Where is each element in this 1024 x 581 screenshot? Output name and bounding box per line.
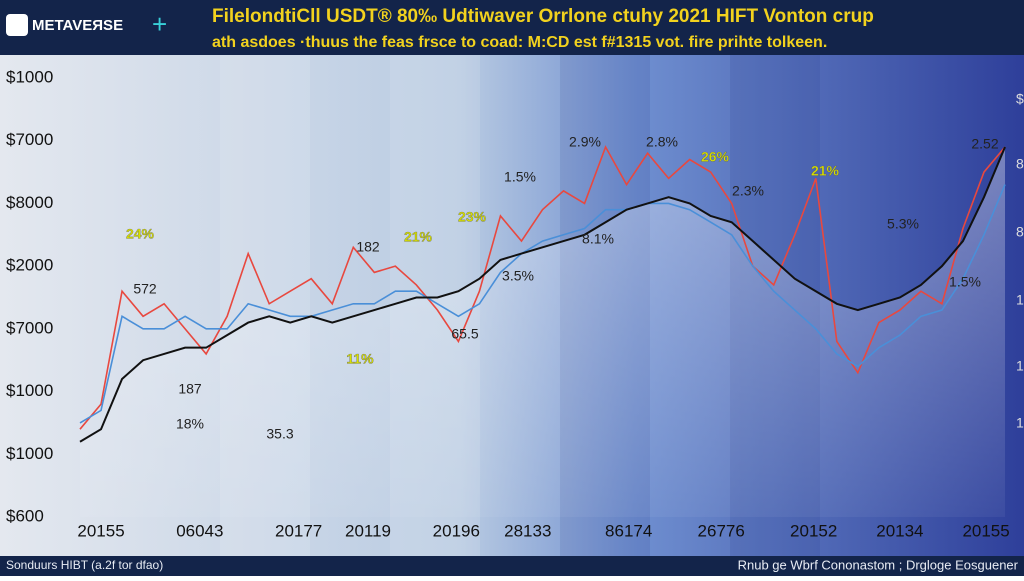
x-tick-label: 20152 <box>790 521 837 540</box>
logo-icon <box>6 14 28 36</box>
annotation: 65.5 <box>451 326 478 342</box>
annotation: 2.52 <box>971 136 998 152</box>
annotation: 5.3% <box>887 216 919 232</box>
y-tick-label: $2000 <box>6 256 53 275</box>
y-tick-label: $1000 <box>6 67 53 86</box>
annotation: 24% <box>126 226 155 242</box>
x-tick-label: 86174 <box>605 521 652 540</box>
annotation: 3.5% <box>502 268 534 284</box>
header-bar <box>0 0 1024 55</box>
x-tick-label: 20177 <box>275 521 322 540</box>
y-tick-label: $1000 <box>6 444 53 463</box>
x-tick-label: 20155 <box>77 521 124 540</box>
y-tick-label: $7000 <box>6 130 53 149</box>
annotation: 1.5% <box>504 169 536 185</box>
y-tick-label: $1000 <box>6 381 53 400</box>
annotation: 2.9% <box>569 134 601 150</box>
annotation: 8.1% <box>582 231 614 247</box>
x-tick-label: 20196 <box>433 521 480 540</box>
logo-plus: + <box>152 9 167 39</box>
annotation: 11% <box>346 351 374 367</box>
right-label: 1 <box>1016 358 1024 374</box>
x-tick-label: 20155 <box>962 521 1009 540</box>
series-line <box>79 184 1006 424</box>
annotation: 1.5% <box>949 274 981 290</box>
annotation: 35.3 <box>266 426 293 442</box>
annotation: 23% <box>458 209 487 225</box>
title: FilelondtiCll USDT® 80‰ Udtiwaver Orrlon… <box>212 6 874 27</box>
footer-right: Rnub ge Wbrf Cononastom ; Drgloge Eosgue… <box>738 557 1019 572</box>
annotation: 18% <box>176 416 204 432</box>
right-label: 8 <box>1016 224 1024 240</box>
annotation: 26% <box>701 149 730 165</box>
y-tick-label: $600 <box>6 506 44 525</box>
x-tick-label: 06043 <box>176 521 223 540</box>
x-tick-label: 20119 <box>345 521 391 540</box>
annotation: 572 <box>133 281 157 297</box>
area <box>80 146 1005 517</box>
footer-bar <box>0 556 1024 576</box>
annotation: 187 <box>178 381 202 397</box>
right-label: 8 <box>1016 156 1024 172</box>
annotation: 2.8% <box>646 134 678 150</box>
y-tick-label: $8000 <box>6 193 53 212</box>
annotation: 21% <box>811 163 840 179</box>
series-line <box>79 146 1006 443</box>
annotation: 21% <box>404 229 433 245</box>
subtitle: ath asdoes ·thuus the feas frsce to coad… <box>212 34 827 51</box>
logo: METAVEЯSE <box>32 17 123 34</box>
right-label: 1 <box>1016 415 1024 431</box>
footer-left: Sonduurs HIBT (a.2f tor dfao) <box>6 558 163 572</box>
y-tick-label: $7000 <box>6 318 53 337</box>
right-label: 1 <box>1016 292 1024 308</box>
x-tick-label: 26776 <box>698 521 745 540</box>
annotation: 2.3% <box>732 183 764 199</box>
right-label: $ <box>1016 91 1024 107</box>
x-tick-label: 20134 <box>876 521 923 540</box>
annotation: 182 <box>356 239 380 255</box>
x-tick-label: 28133 <box>504 521 551 540</box>
